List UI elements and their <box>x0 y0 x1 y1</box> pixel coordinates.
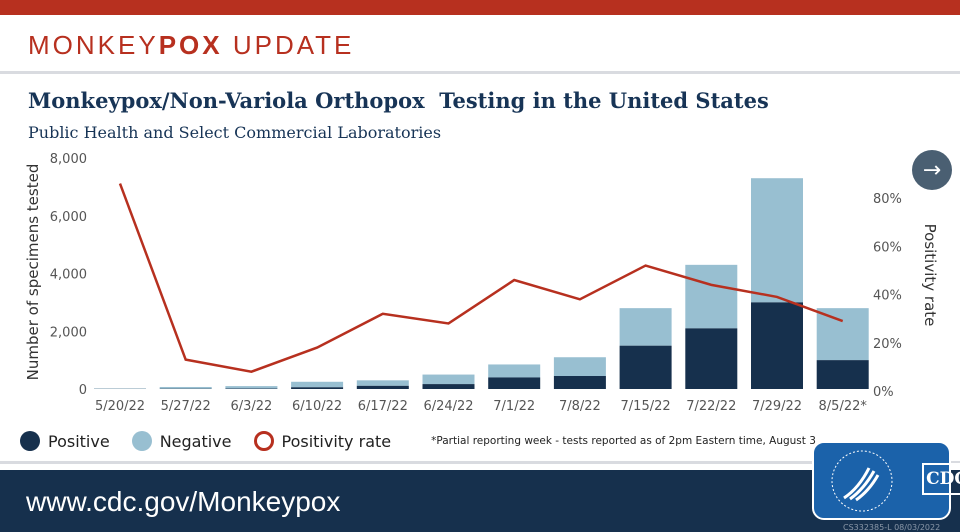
legend-positive: Positive <box>20 431 110 451</box>
x-tick-label: 5/27/22 <box>161 399 211 414</box>
x-tick-label: 7/22/22 <box>686 399 736 414</box>
y-tick-label: 4,000 <box>50 268 87 283</box>
hhs-cdc-logo: CDC <box>812 441 960 520</box>
bar-positive <box>751 302 803 389</box>
x-tick-label: 6/17/22 <box>358 399 408 414</box>
bar-negative <box>159 386 212 389</box>
x-tick-label: 6/24/22 <box>423 399 473 414</box>
bar-negative <box>356 380 409 386</box>
chart-title: Monkeypox/Non-Variola Orthopox Testing i… <box>28 88 769 113</box>
top-accent-bar <box>0 0 960 15</box>
legend: Positive Negative Positivity rate *Parti… <box>20 431 816 451</box>
x-tick-label: 7/15/22 <box>621 399 671 414</box>
y2-tick-label: 40% <box>873 289 902 304</box>
bar-positive <box>488 377 541 389</box>
x-tick-label: 7/29/22 <box>752 399 802 414</box>
legend-label: Positive <box>48 431 110 451</box>
bar-positive <box>816 360 869 389</box>
bar-positive <box>291 387 344 389</box>
bar-positive <box>422 384 475 389</box>
y-tick-label: 6,000 <box>50 210 87 225</box>
legend-swatch <box>131 431 152 451</box>
y-tick-label: 2,000 <box>50 325 87 340</box>
bar-negative <box>291 381 344 388</box>
bar-negative <box>685 264 738 329</box>
bar-positive <box>685 328 738 389</box>
chart: 0 2,000 4,000 6,000 8,000 0% 20% 40% 60% 80% Numbe… <box>24 152 939 414</box>
bar-negative <box>619 308 672 346</box>
legend-negative: Negative <box>131 431 232 451</box>
cdc-logo-text: CDC <box>922 463 960 495</box>
y2-tick-label: 0% <box>873 385 894 400</box>
y-tick-label: 0 <box>79 383 87 398</box>
bar-negative <box>225 386 278 389</box>
x-tick-label: 6/3/22 <box>230 399 272 414</box>
y2-tick-label: 60% <box>873 240 902 255</box>
legend-positivity: Positivity rate <box>253 431 392 451</box>
positivity-rate-line <box>118 183 844 373</box>
bar-negative <box>488 364 541 378</box>
hhs-eagle-icon <box>831 450 893 512</box>
x-tick-label: 6/10/22 <box>292 399 342 414</box>
footnote: *Partial reporting week - tests reported… <box>431 435 816 447</box>
arrow-right-icon: → <box>922 157 942 183</box>
brand-header: MONKEYPOX UPDATE <box>28 30 354 61</box>
website-link[interactable]: www.cdc.gov/Monkeypox <box>26 486 341 517</box>
bar-positive <box>356 385 409 389</box>
next-slide-button[interactable]: → <box>912 150 952 190</box>
x-tick-label: 7/1/22 <box>493 399 535 414</box>
divider <box>0 461 960 464</box>
x-tick-label: 5/20/22 <box>95 399 145 414</box>
footer-band <box>0 470 960 532</box>
y2-tick-label: 80% <box>873 192 902 207</box>
y-axis-label: Number of specimens tested <box>24 164 42 381</box>
legend-label: Positivity rate <box>281 431 392 451</box>
bar-positive <box>619 345 672 389</box>
x-tick-label: 8/5/22* <box>819 399 868 414</box>
y2-tick-label: 20% <box>873 337 902 352</box>
divider <box>0 71 960 74</box>
legend-swatch <box>20 431 40 451</box>
bar-negative <box>816 308 869 361</box>
bar-negative <box>422 374 475 385</box>
legend-label: Negative <box>159 431 232 451</box>
brand-text: MONKEY <box>28 30 159 60</box>
document-code: CS332385-L 08/03/2022 <box>843 523 941 532</box>
brand-text-2: UPDATE <box>222 30 355 60</box>
x-tick-label: 7/8/22 <box>559 399 601 414</box>
y-tick-label: 8,000 <box>50 152 87 167</box>
bar-positive <box>553 376 606 389</box>
bar-negative <box>751 178 803 303</box>
y2-axis-label: Positivity rate <box>921 224 939 327</box>
brand-text-bold: POX <box>158 30 223 60</box>
legend-swatch <box>253 431 274 451</box>
bar-negative <box>553 357 606 377</box>
chart-subtitle: Public Health and Select Commercial Labo… <box>28 123 442 142</box>
